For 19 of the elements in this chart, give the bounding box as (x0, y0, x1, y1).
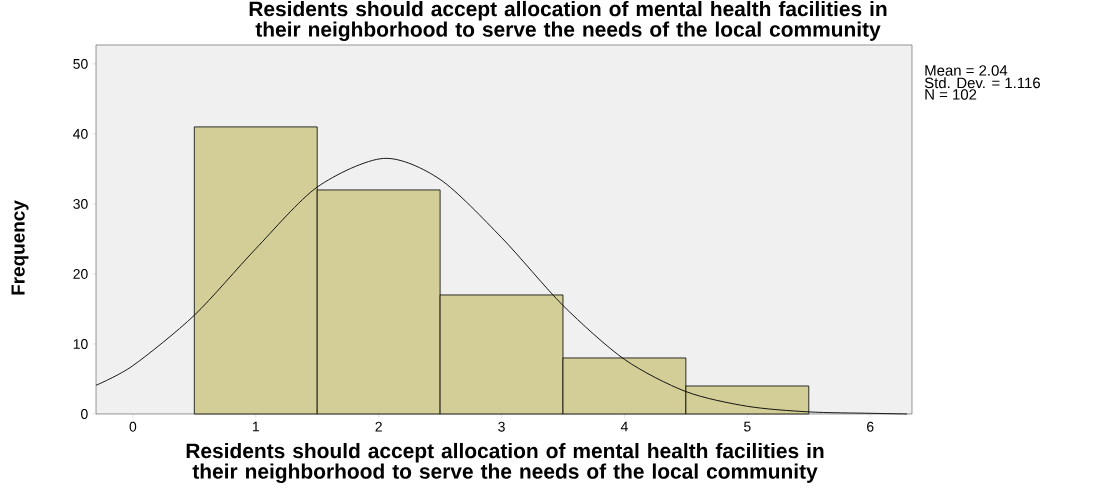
y-tick-label: 30 (73, 198, 88, 209)
y-tick-label: 50 (73, 58, 88, 69)
y-tick-label: 10 (73, 339, 88, 349)
x-tick-label: 2 (375, 421, 382, 432)
x-tick-label: 0 (129, 421, 137, 432)
x-tick-label: 4 (620, 421, 628, 432)
x-tick-label: 5 (744, 421, 751, 432)
chart-title: Residents should accept allocation of mental health facilities in their neighborhood to serve the needs of the local community (249, 0, 887, 42)
y-tick-label: 20 (73, 269, 88, 279)
text: N = 102 (925, 89, 977, 100)
y-tick-label: 0 (81, 409, 88, 419)
text: Mean = 2.04 (925, 65, 1008, 76)
y-axis-title: Frequency (11, 200, 29, 295)
x-tick-label: 6 (867, 421, 874, 432)
x-tick-label: 3 (498, 421, 505, 432)
y-tick-label: 40 (73, 128, 88, 139)
text: Std. Dev. = 1.116 (924, 77, 1040, 89)
x-axis-title: Residents should accept allocation of mental health facilities in their neighborhood to serve the needs of the local community (186, 442, 824, 484)
x-tick-label: 1 (252, 421, 259, 432)
